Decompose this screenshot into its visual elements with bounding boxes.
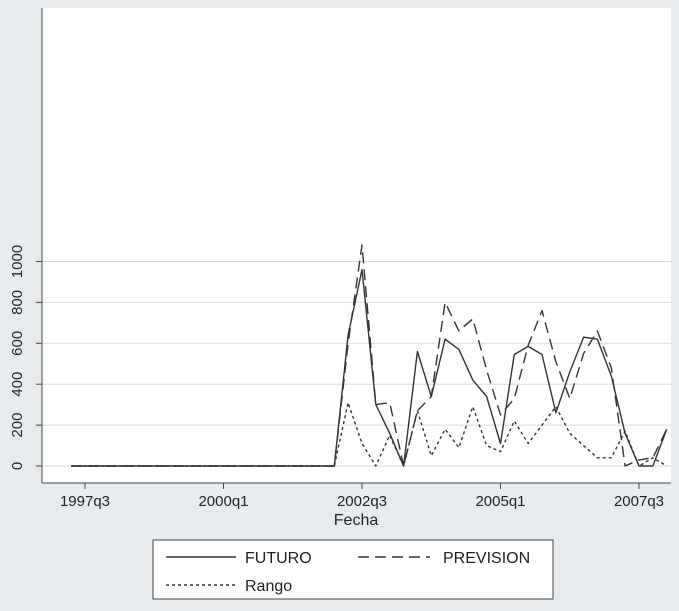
y-tick-label: 800 [9,290,26,315]
series-line-futuro [71,269,653,467]
legend-label-rango: Rango [245,578,292,595]
y-tick-label: 200 [9,413,26,438]
x-tick-label: 2000q1 [198,493,248,510]
axes [41,8,671,484]
grid-lines [42,261,671,467]
legend-label-prevision: PREVISION [443,550,530,567]
legend: FUTURO PREVISION Rango [152,539,554,600]
x-tick-label: 1997q3 [60,493,110,510]
series-line-rango [71,401,668,467]
series-lines [71,244,668,467]
x-tick-label: 2002q3 [337,493,387,510]
y-tick-label: 600 [9,331,26,356]
x-tick-label: 2007q3 [614,493,664,510]
y-tick-label: 1000 [9,245,26,278]
x-axis-title: Fecha [334,512,379,529]
x-tick-label: 2005q1 [475,493,525,510]
legend-label-futuro: FUTURO [245,550,312,567]
plot-area [42,8,671,483]
x-axis-ticks: 1997q3 2000q1 2002q3 2005q1 2007q3 [60,483,664,510]
y-tick-label: 400 [9,372,26,397]
y-tick-label: 0 [9,462,26,470]
y-axis-ticks: 0 200 400 600 800 1000 [9,245,42,470]
legend-box [152,539,554,600]
series-line-prevision [71,244,668,467]
